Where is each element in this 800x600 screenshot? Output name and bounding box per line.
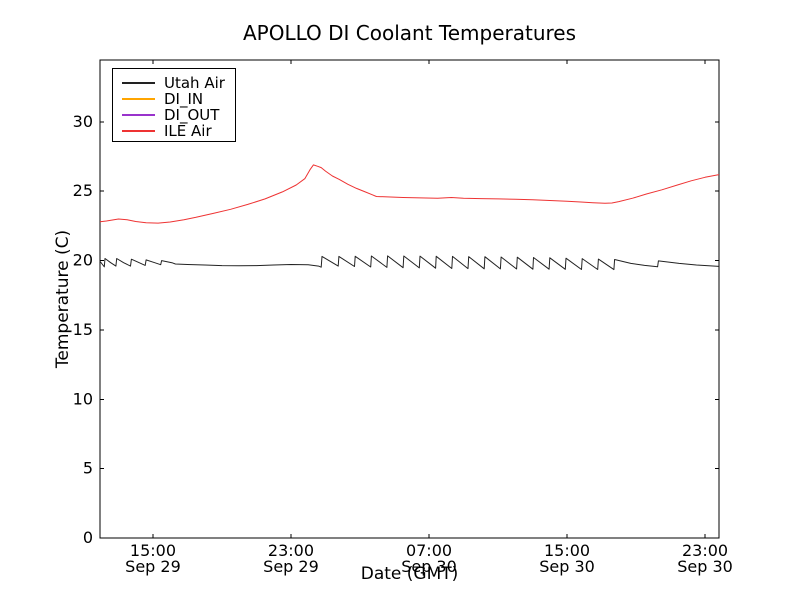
x-tick-time-label: 23:00 [682, 541, 728, 560]
y-tick-label: 25 [73, 181, 93, 200]
x-tick-time-label: 23:00 [268, 541, 314, 560]
y-tick-label: 20 [73, 251, 93, 270]
legend-line-sample [122, 98, 155, 100]
y-axis-label: Temperature (C) [53, 229, 73, 369]
legend-label: DI_IN [164, 90, 204, 108]
legend-item: ILE Air [122, 123, 225, 139]
legend-label: ILE Air [164, 122, 212, 140]
legend: Utah Air DI_IN DI_OUT ILE Air [112, 68, 236, 142]
x-tick-time-label: 07:00 [406, 541, 452, 560]
legend-line-sample [122, 114, 155, 116]
x-tick-date-label: Sep 29 [125, 557, 181, 576]
y-tick-label: 10 [73, 389, 93, 408]
x-tick-date-label: Sep 30 [401, 557, 457, 576]
y-tick-label: 0 [83, 528, 93, 547]
series-line-ile-air [99, 164, 720, 224]
y-tick-label: 5 [83, 459, 93, 478]
x-axis-label: Date (GMT) [360, 564, 459, 584]
legend-label: DI_OUT [164, 106, 220, 124]
legend-label: Utah Air [164, 74, 225, 92]
x-tick-date-label: Sep 30 [677, 557, 733, 576]
legend-item: Utah Air [122, 75, 225, 91]
axes-frame [99, 59, 720, 539]
chart-title: APOLLO DI Coolant Temperatures [242, 21, 577, 45]
x-tick-date-label: Sep 29 [263, 557, 319, 576]
y-tick-label: 15 [73, 320, 93, 339]
x-tick-time-label: 15:00 [544, 541, 590, 560]
legend-item: DI_IN [122, 91, 225, 107]
x-tick-date-label: Sep 30 [539, 557, 595, 576]
legend-line-sample [122, 130, 155, 132]
y-tick-label: 30 [73, 112, 93, 131]
legend-item: DI_OUT [122, 107, 225, 123]
legend-line-sample [122, 82, 155, 84]
x-tick-time-label: 15:00 [130, 541, 176, 560]
series-line-utah-air [99, 255, 720, 271]
